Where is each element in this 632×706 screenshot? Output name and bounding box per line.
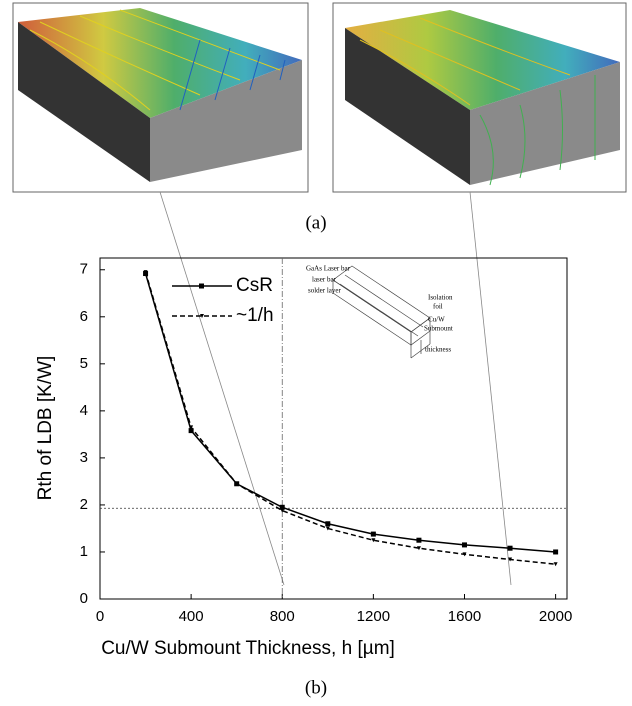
data-point [279,504,285,510]
y-tick-label: 0 [80,590,88,607]
y-tick-label: 5 [80,355,88,372]
data-point [462,552,467,557]
data-point [143,270,148,275]
y-axis-title: Rth of LDB [K/W] [35,356,56,501]
inset-label: Isolation [428,294,453,302]
y-tick-label: 7 [80,261,88,278]
data-point [416,537,422,543]
inset-diagram [332,265,431,359]
data-point [189,425,194,430]
data-point [325,521,331,527]
data-point [188,428,194,434]
x-tick-label: 800 [270,608,295,625]
data-point [325,526,330,531]
x-tick-label: 400 [179,608,204,625]
series-line [144,271,556,565]
y-tick-label: 3 [80,449,88,466]
y-tick-label: 6 [80,308,88,325]
y-tick-label: 4 [80,402,88,419]
inset-label: laser bar [312,276,337,284]
inset-label: thickness [425,346,451,354]
x-axis-title: Cu/W Submount Thickness, h [µm] [101,638,395,659]
x-tick-label: 2000 [539,608,572,625]
legend-label: ~1/h [236,305,274,326]
data-point [280,508,285,513]
inset-label: Cu/W [428,316,445,324]
caption: (b) [305,677,327,698]
data-point [416,546,421,551]
data-point [461,542,467,548]
inset-label: foil [433,303,443,311]
legend-marker [199,283,204,289]
y-tick-label: 1 [80,543,88,560]
inset-label: solder layer [308,287,342,295]
inset-label: GaAs Laser bar [306,265,351,273]
data-point [553,562,558,567]
simulation-image-right [332,2,627,193]
x-tick-label: 1600 [448,608,481,625]
caption: (a) [305,212,326,233]
data-point [371,538,376,543]
pointer-line [469,191,512,586]
data-point [234,481,239,486]
data-point [553,549,559,555]
data-point [507,545,513,551]
y-tick-label: 2 [80,496,88,513]
series-line [144,273,556,553]
data-point [508,557,513,562]
x-tick-label: 1200 [357,608,390,625]
legend-marker [200,314,204,318]
plot-frame [99,257,568,600]
inset-label: Submount [424,325,453,333]
legend-label: CsR [236,275,273,296]
x-tick-label: 0 [96,608,104,625]
simulation-image-left [12,2,309,193]
data-point [370,531,376,537]
